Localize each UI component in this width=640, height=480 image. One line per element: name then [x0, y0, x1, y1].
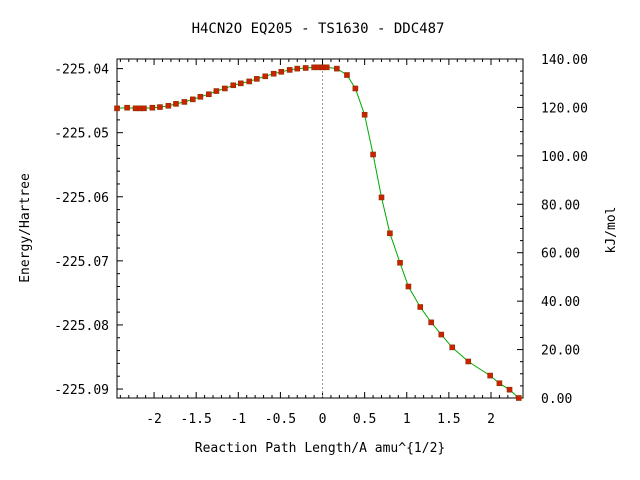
chart-title: H4CN2O EQ205 - TS1630 - DDC487 [192, 21, 445, 37]
y2-tick-label: 0.00 [541, 392, 572, 407]
y2-tick-label: 100.00 [541, 150, 588, 165]
data-point [165, 102, 172, 109]
data-point [149, 104, 156, 111]
data-point [238, 80, 244, 87]
data-point [222, 85, 228, 92]
tick-labels: -2 -1.5 -1 -0.5 0 0.5 1 1.5 2 -225.04 -225.05 -225.… [54, 53, 588, 427]
y2-axis-label: kJ/mol [604, 207, 619, 254]
series-markers [114, 64, 522, 401]
data-point [344, 72, 350, 78]
data-point [213, 88, 220, 94]
data-point [323, 64, 330, 71]
data-point [417, 304, 424, 310]
data-point [157, 104, 163, 110]
data-point [405, 283, 412, 290]
data-point [438, 331, 445, 338]
data-point [397, 259, 403, 266]
data-point [230, 82, 237, 89]
data-point [190, 96, 196, 103]
x-tick-label: -2 [146, 412, 162, 427]
data-point [487, 372, 493, 379]
y-tick-label: -225.08 [54, 319, 109, 334]
data-point [370, 151, 376, 158]
data-point [352, 85, 359, 92]
y2-tick-label: 140.00 [541, 53, 588, 68]
data-point [449, 344, 456, 351]
y-tick-label: -225.04 [54, 63, 109, 78]
data-point [141, 105, 147, 112]
data-point [515, 395, 522, 401]
data-point [361, 111, 368, 118]
data-point [173, 101, 179, 107]
data-point [262, 73, 269, 80]
x-tick-label: -0.5 [265, 412, 296, 427]
y-tick-label: -225.07 [54, 255, 109, 270]
data-point [496, 380, 503, 387]
data-point [428, 319, 434, 326]
data-point [294, 65, 301, 72]
axis-ticks [117, 58, 523, 399]
y-tick-label: -225.06 [54, 191, 109, 206]
data-point [206, 91, 212, 98]
x-tick-label: 1.5 [437, 412, 460, 427]
data-point [378, 194, 385, 201]
data-point [387, 230, 393, 237]
x-axis-label: Reaction Path Length/A amu^{1/2} [195, 441, 445, 456]
x-tick-label: 1 [403, 412, 411, 427]
y2-tick-label: 120.00 [541, 101, 588, 116]
data-point [506, 386, 513, 393]
x-tick-label: 0 [319, 412, 327, 427]
y2-tick-label: 80.00 [541, 198, 580, 213]
data-point [254, 76, 260, 82]
data-point [334, 65, 340, 72]
data-point [302, 65, 309, 71]
data-point [124, 104, 130, 111]
y2-tick-label: 20.00 [541, 344, 580, 359]
data-point [114, 105, 120, 112]
x-tick-label: 0.5 [353, 412, 376, 427]
y2-tick-label: 40.00 [541, 295, 580, 310]
y-tick-label: -225.09 [54, 383, 109, 398]
plot-frame [116, 58, 524, 399]
data-point [270, 70, 277, 77]
x-tick-label: -1.5 [181, 412, 212, 427]
series-line [116, 66, 520, 399]
data-point [246, 78, 253, 85]
data-point [286, 67, 293, 73]
data-point [278, 69, 285, 75]
y-tick-label: -225.05 [54, 127, 109, 142]
data-point [465, 358, 472, 365]
x-tick-label: -1 [230, 412, 246, 427]
y2-tick-label: 60.00 [541, 247, 580, 262]
data-point [197, 94, 204, 100]
y-axis-label: Energy/Hartree [18, 173, 33, 283]
data-point [181, 99, 188, 105]
x-tick-label: 2 [487, 412, 495, 427]
